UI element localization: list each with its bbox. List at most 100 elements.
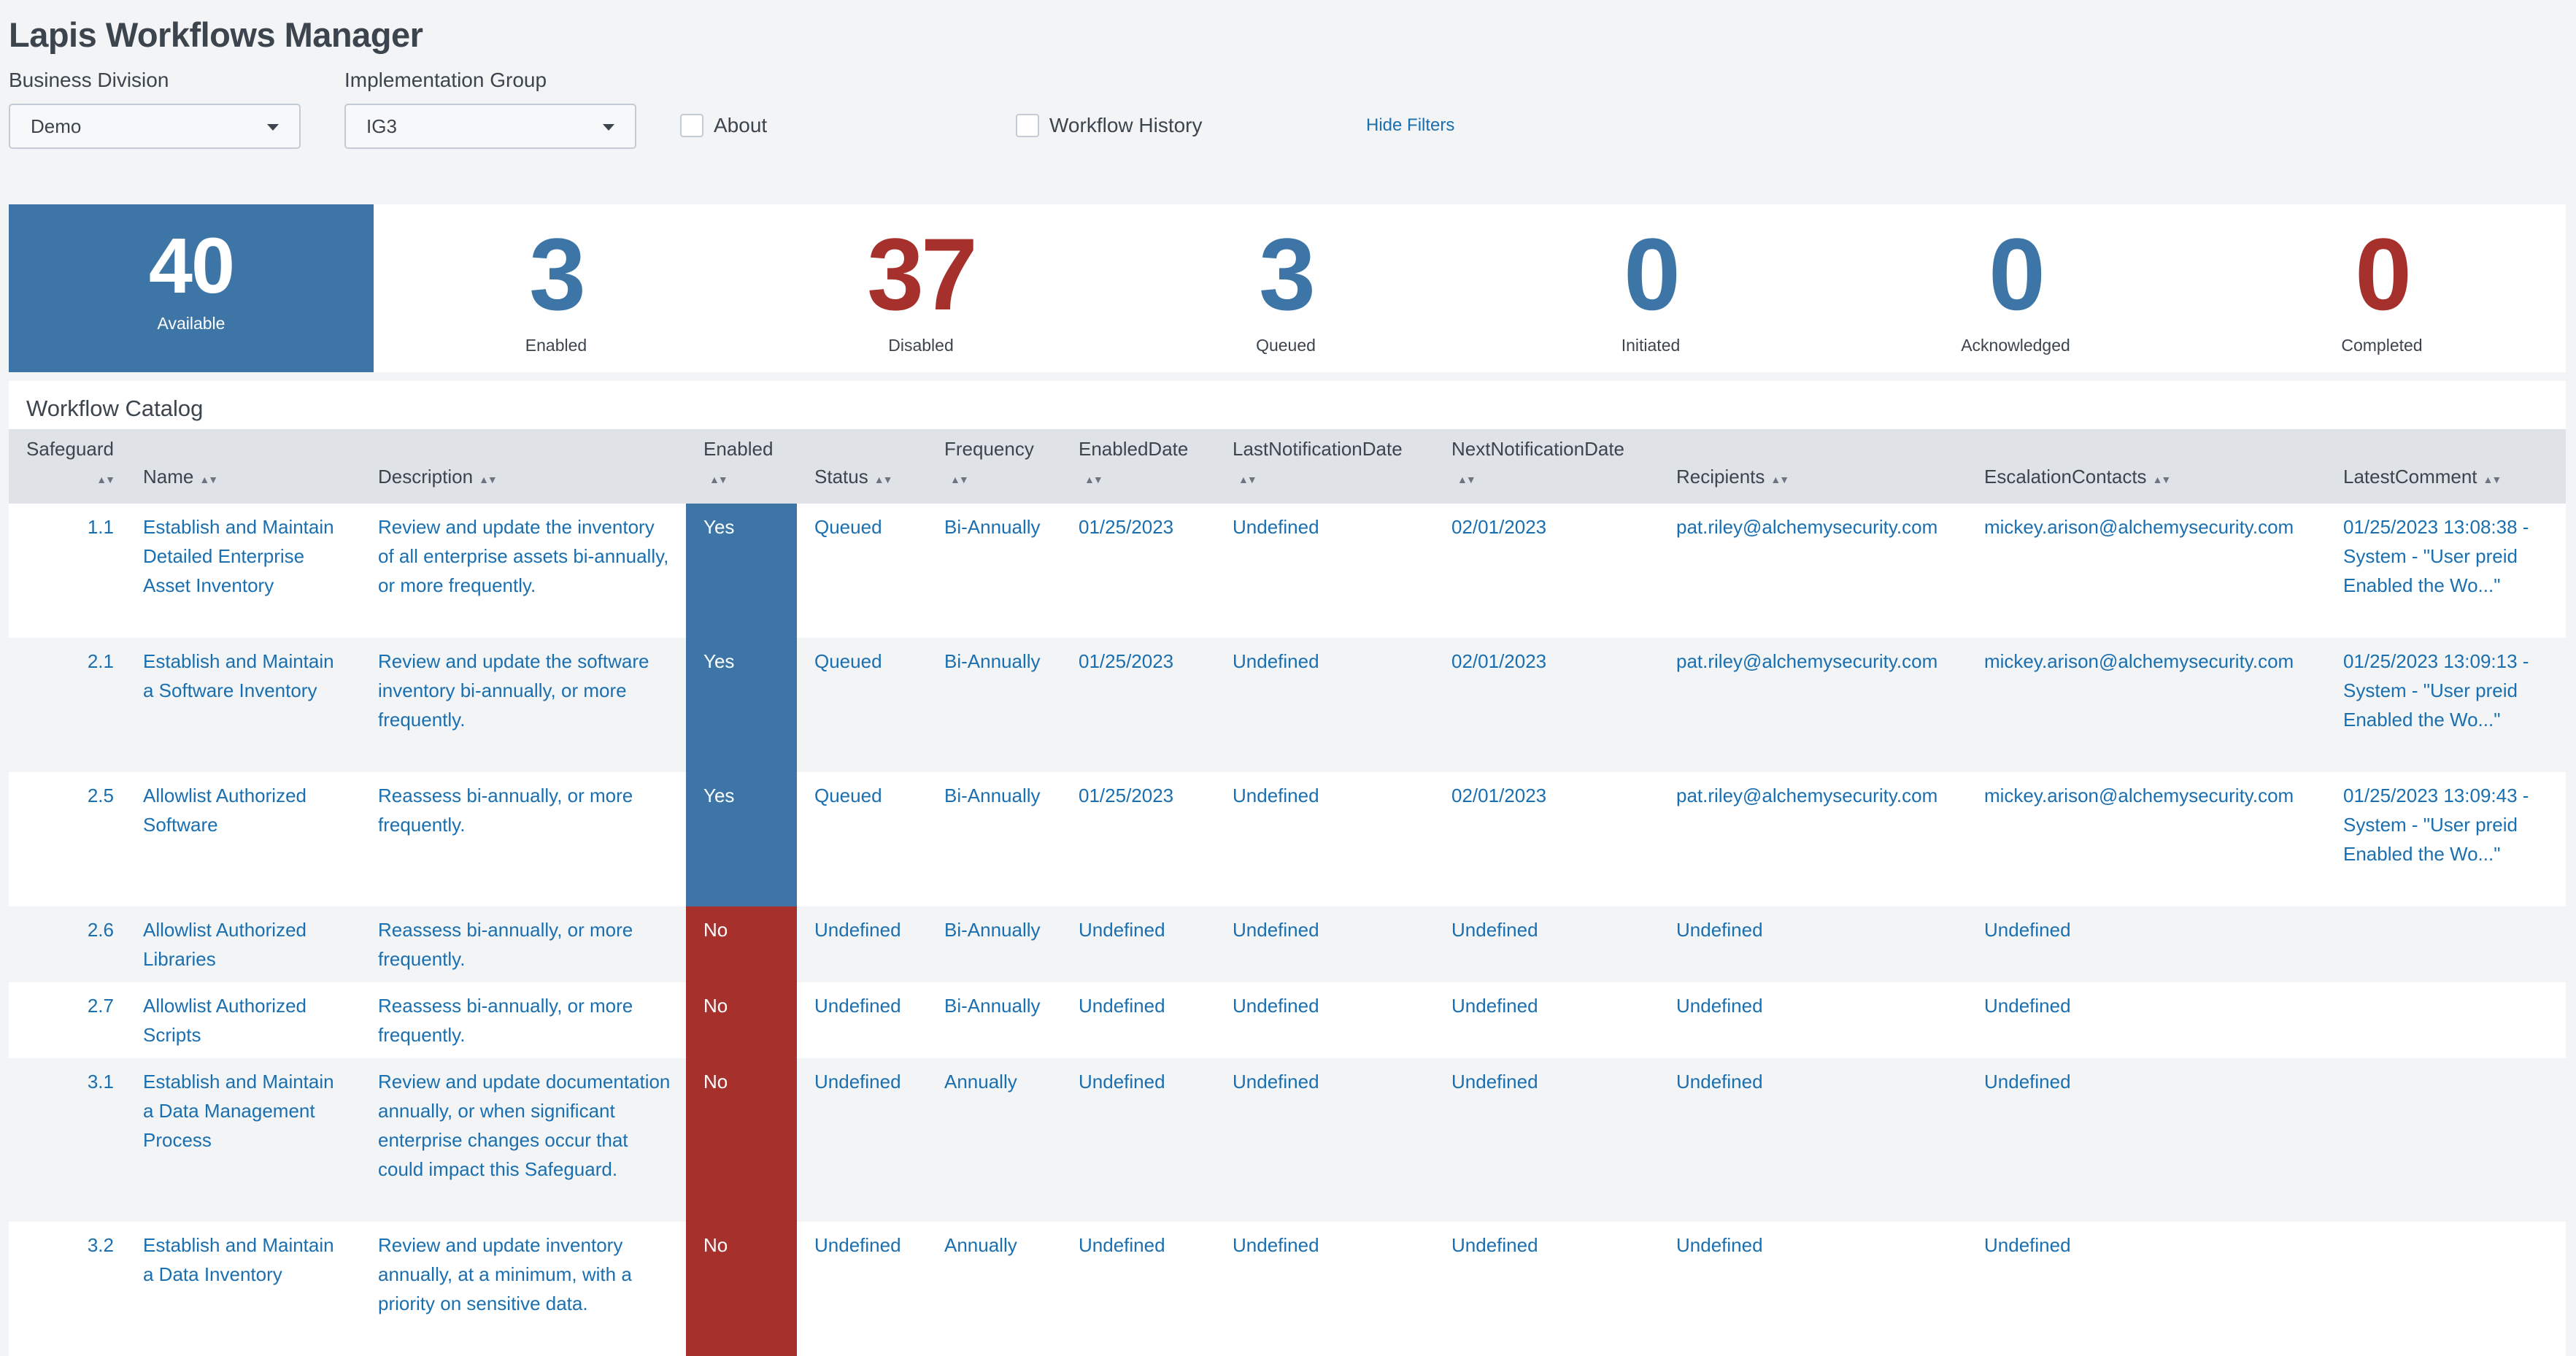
- cell-escalation[interactable]: Undefined: [1967, 1058, 2326, 1222]
- workflow-history-checkbox-wrap[interactable]: Workflow History: [1016, 114, 1203, 137]
- hide-filters-link[interactable]: Hide Filters: [1366, 115, 1455, 135]
- cell-last-notification[interactable]: Undefined: [1215, 638, 1434, 772]
- cell-enabled-date[interactable]: 01/25/2023: [1061, 504, 1215, 638]
- cell-safeguard[interactable]: 3.1: [9, 1058, 126, 1222]
- table-row[interactable]: 2.1 Establish and Maintain a Software In…: [9, 638, 2566, 772]
- cell-last-notification[interactable]: Undefined: [1215, 906, 1434, 982]
- cell-next-notification[interactable]: 02/01/2023: [1434, 638, 1659, 772]
- cell-enabled-date[interactable]: Undefined: [1061, 1222, 1215, 1356]
- cell-description[interactable]: Review and update the inventory of all e…: [360, 504, 686, 638]
- cell-safeguard[interactable]: 2.1: [9, 638, 126, 772]
- cell-escalation[interactable]: Undefined: [1967, 1222, 2326, 1356]
- cell-description[interactable]: Review and update documentation annually…: [360, 1058, 686, 1222]
- cell-safeguard[interactable]: 2.5: [9, 772, 126, 906]
- cell-name[interactable]: Establish and Maintain Detailed Enterpri…: [126, 504, 360, 638]
- column-header-enabled[interactable]: Enabled ▲▼: [686, 429, 797, 504]
- kpi-acknowledged[interactable]: 0 Acknowledged: [1833, 204, 2198, 372]
- cell-name[interactable]: Allowlist Authorized Scripts: [126, 982, 360, 1058]
- cell-enabled-date[interactable]: Undefined: [1061, 982, 1215, 1058]
- table-row[interactable]: 3.2 Establish and Maintain a Data Invent…: [9, 1222, 2566, 1356]
- cell-status[interactable]: Queued: [797, 638, 927, 772]
- cell-safeguard[interactable]: 3.2: [9, 1222, 126, 1356]
- column-header-status[interactable]: Status ▲▼: [797, 429, 927, 504]
- about-checkbox-wrap[interactable]: About: [680, 114, 767, 137]
- cell-comment[interactable]: [2326, 906, 2566, 982]
- cell-recipients[interactable]: pat.riley@alchemysecurity.com: [1659, 504, 1967, 638]
- cell-recipients[interactable]: pat.riley@alchemysecurity.com: [1659, 638, 1967, 772]
- cell-frequency[interactable]: Bi-Annually: [927, 638, 1061, 772]
- cell-recipients[interactable]: Undefined: [1659, 1058, 1967, 1222]
- cell-next-notification[interactable]: Undefined: [1434, 982, 1659, 1058]
- cell-comment[interactable]: [2326, 982, 2566, 1058]
- cell-enabled-date[interactable]: Undefined: [1061, 906, 1215, 982]
- table-row[interactable]: 3.1 Establish and Maintain a Data Manage…: [9, 1058, 2566, 1222]
- cell-next-notification[interactable]: Undefined: [1434, 1222, 1659, 1356]
- cell-description[interactable]: Review and update inventory annually, at…: [360, 1222, 686, 1356]
- cell-last-notification[interactable]: Undefined: [1215, 982, 1434, 1058]
- cell-escalation[interactable]: mickey.arison@alchemysecurity.com: [1967, 504, 2326, 638]
- cell-name[interactable]: Allowlist Authorized Libraries: [126, 906, 360, 982]
- column-header-latestcomment[interactable]: LatestComment ▲▼: [2326, 429, 2566, 504]
- cell-recipients[interactable]: Undefined: [1659, 982, 1967, 1058]
- cell-escalation[interactable]: mickey.arison@alchemysecurity.com: [1967, 638, 2326, 772]
- cell-status[interactable]: Undefined: [797, 906, 927, 982]
- column-header-name[interactable]: Name ▲▼: [126, 429, 360, 504]
- cell-name[interactable]: Establish and Maintain a Data Management…: [126, 1058, 360, 1222]
- cell-frequency[interactable]: Annually: [927, 1222, 1061, 1356]
- cell-enabled-date[interactable]: 01/25/2023: [1061, 772, 1215, 906]
- cell-comment[interactable]: [2326, 1222, 2566, 1356]
- cell-frequency[interactable]: Bi-Annually: [927, 906, 1061, 982]
- cell-recipients[interactable]: Undefined: [1659, 906, 1967, 982]
- cell-safeguard[interactable]: 2.6: [9, 906, 126, 982]
- cell-last-notification[interactable]: Undefined: [1215, 1058, 1434, 1222]
- sort-icon[interactable]: ▲▼: [2483, 474, 2502, 485]
- column-header-lastnotificationdate[interactable]: LastNotificationDate ▲▼: [1215, 429, 1434, 504]
- business-division-dropdown[interactable]: Demo: [9, 104, 301, 149]
- kpi-completed[interactable]: 0 Completed: [2198, 204, 2566, 372]
- column-header-nextnotificationdate[interactable]: NextNotificationDate ▲▼: [1434, 429, 1659, 504]
- cell-status[interactable]: Queued: [797, 772, 927, 906]
- cell-next-notification[interactable]: Undefined: [1434, 1058, 1659, 1222]
- kpi-disabled[interactable]: 37 Disabled: [739, 204, 1103, 372]
- cell-enabled[interactable]: No: [686, 1222, 797, 1356]
- cell-status[interactable]: Undefined: [797, 1058, 927, 1222]
- cell-status[interactable]: Undefined: [797, 982, 927, 1058]
- cell-enabled-date[interactable]: 01/25/2023: [1061, 638, 1215, 772]
- column-header-recipients[interactable]: Recipients ▲▼: [1659, 429, 1967, 504]
- column-header-safeguard[interactable]: Safeguard ▲▼: [9, 429, 126, 504]
- cell-comment[interactable]: 01/25/2023 13:09:13 - System - "User pre…: [2326, 638, 2566, 772]
- cell-name[interactable]: Allowlist Authorized Software: [126, 772, 360, 906]
- cell-escalation[interactable]: Undefined: [1967, 982, 2326, 1058]
- sort-icon[interactable]: ▲▼: [874, 474, 893, 485]
- sort-icon[interactable]: ▲▼: [709, 474, 728, 485]
- cell-enabled[interactable]: Yes: [686, 772, 797, 906]
- table-row[interactable]: 2.7 Allowlist Authorized Scripts Reasses…: [9, 982, 2566, 1058]
- implementation-group-dropdown[interactable]: IG3: [344, 104, 636, 149]
- cell-comment[interactable]: [2326, 1058, 2566, 1222]
- cell-frequency[interactable]: Bi-Annually: [927, 772, 1061, 906]
- cell-next-notification[interactable]: Undefined: [1434, 906, 1659, 982]
- sort-icon[interactable]: ▲▼: [1770, 474, 1789, 485]
- cell-enabled[interactable]: Yes: [686, 504, 797, 638]
- cell-last-notification[interactable]: Undefined: [1215, 772, 1434, 906]
- sort-icon[interactable]: ▲▼: [1238, 474, 1257, 485]
- cell-safeguard[interactable]: 1.1: [9, 504, 126, 638]
- sort-icon[interactable]: ▲▼: [1084, 474, 1103, 485]
- about-checkbox[interactable]: [680, 114, 703, 137]
- sort-icon[interactable]: ▲▼: [479, 474, 498, 485]
- cell-frequency[interactable]: Bi-Annually: [927, 504, 1061, 638]
- kpi-initiated[interactable]: 0 Initiated: [1468, 204, 1833, 372]
- workflow-history-checkbox[interactable]: [1016, 114, 1039, 137]
- cell-name[interactable]: Establish and Maintain a Data Inventory: [126, 1222, 360, 1356]
- cell-comment[interactable]: 01/25/2023 13:09:43 - System - "User pre…: [2326, 772, 2566, 906]
- table-row[interactable]: 2.6 Allowlist Authorized Libraries Reass…: [9, 906, 2566, 982]
- cell-description[interactable]: Reassess bi-annually, or more frequently…: [360, 982, 686, 1058]
- column-header-escalationcontacts[interactable]: EscalationContacts ▲▼: [1967, 429, 2326, 504]
- cell-description[interactable]: Review and update the software inventory…: [360, 638, 686, 772]
- cell-status[interactable]: Queued: [797, 504, 927, 638]
- cell-next-notification[interactable]: 02/01/2023: [1434, 504, 1659, 638]
- table-row[interactable]: 2.5 Allowlist Authorized Software Reasse…: [9, 772, 2566, 906]
- kpi-enabled[interactable]: 3 Enabled: [374, 204, 739, 372]
- cell-last-notification[interactable]: Undefined: [1215, 504, 1434, 638]
- cell-name[interactable]: Establish and Maintain a Software Invent…: [126, 638, 360, 772]
